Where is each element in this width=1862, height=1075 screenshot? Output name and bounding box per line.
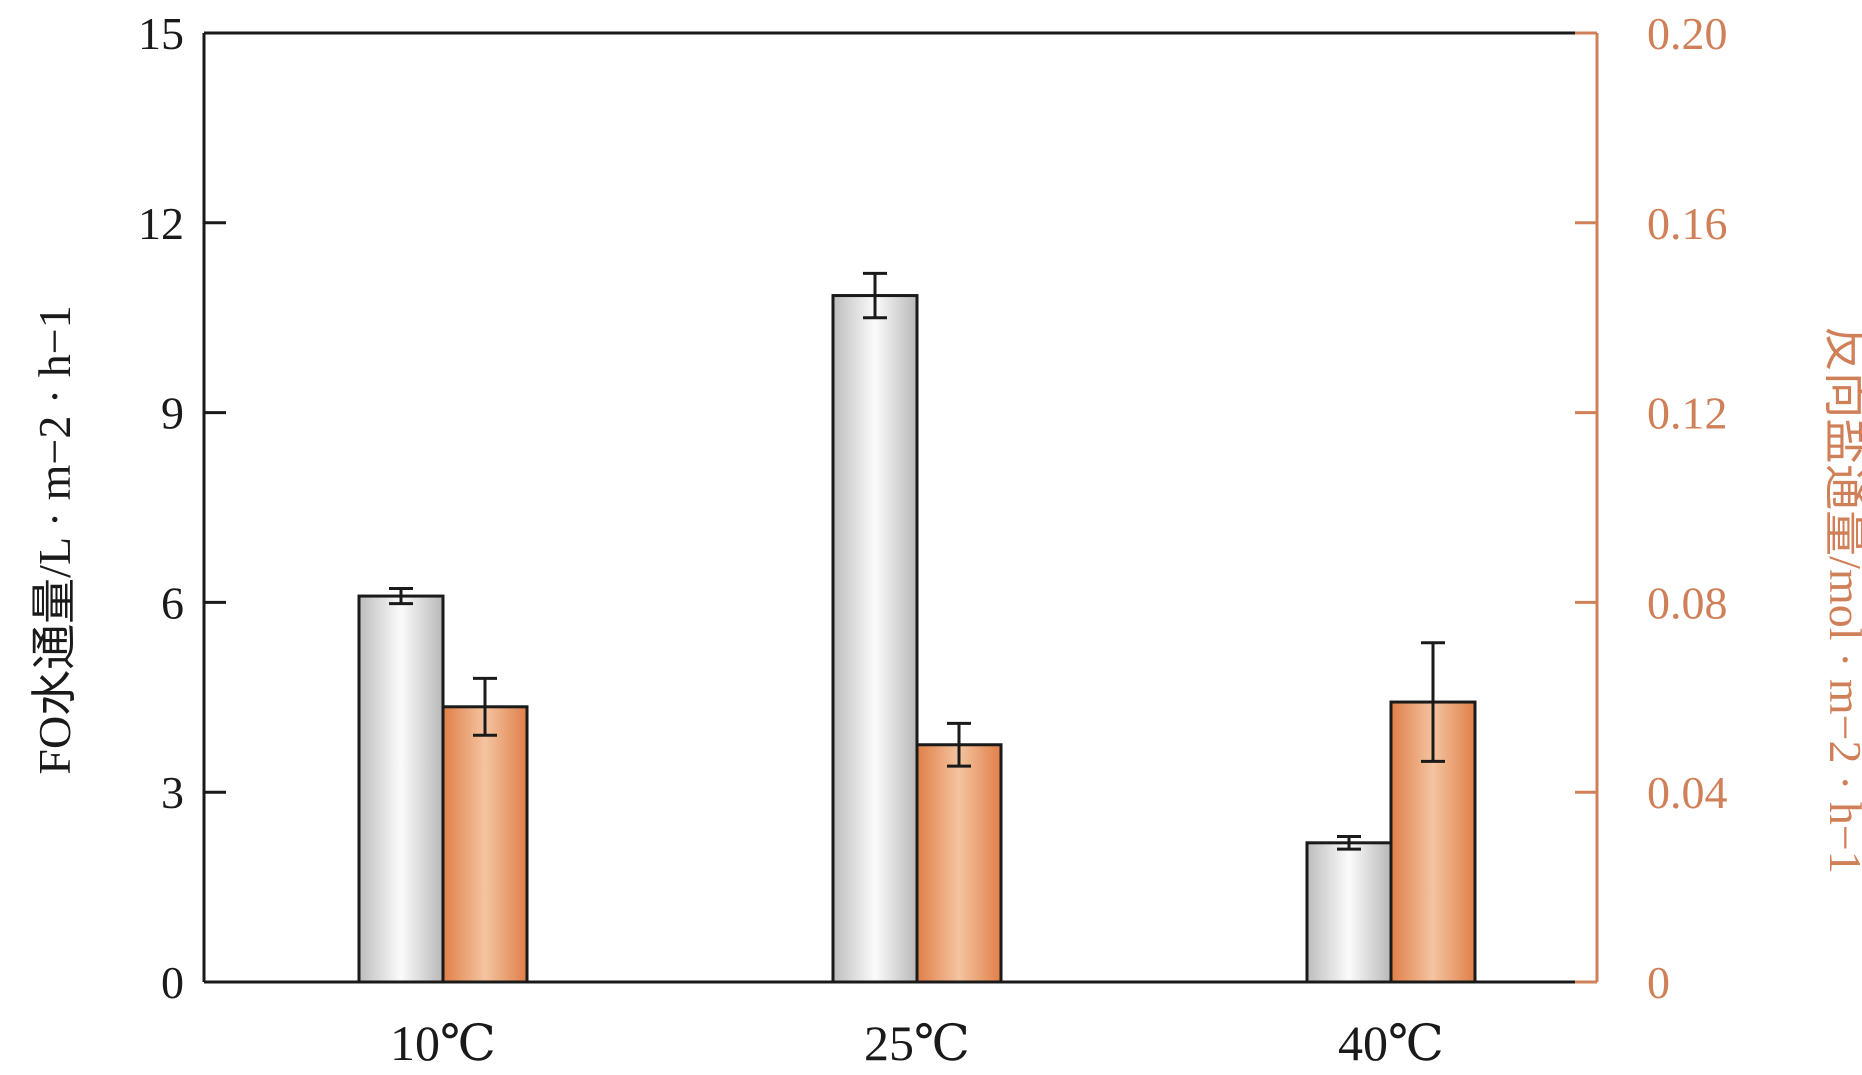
bar-salt-flux (441, 705, 529, 984)
left-tick-label: 3 (161, 767, 184, 818)
left-tick-label: 0 (161, 957, 184, 1008)
bar-water-flux (357, 594, 445, 984)
left-axis-title: FO水通量/L · m−2 · h−1 (29, 305, 80, 774)
category-label: 40℃ (1338, 1015, 1444, 1071)
right-axis-ticks: 0 0.04 0.08 0.12 0.16 0.20 (1575, 8, 1728, 1008)
right-axis-title: 反向盐通量/mol · m−2 · h−1 (1820, 326, 1862, 874)
right-tick-label: 0.04 (1647, 767, 1728, 818)
left-tick-label: 12 (138, 198, 184, 249)
category-label: 10℃ (390, 1015, 496, 1071)
right-tick-label: 0.12 (1647, 388, 1728, 439)
category-label: 25℃ (864, 1015, 970, 1071)
bar-water-flux (831, 294, 919, 984)
bars-group (357, 294, 1477, 984)
left-tick-label: 15 (138, 8, 184, 59)
left-axis-ticks: 0 3 6 9 12 15 (138, 8, 226, 1008)
bar-water-flux (1305, 841, 1393, 984)
right-tick-label: 0.20 (1647, 8, 1728, 59)
right-tick-label: 0.16 (1647, 198, 1728, 249)
left-tick-label: 9 (161, 388, 184, 439)
error-bars-group (389, 271, 1445, 851)
right-tick-label: 0.08 (1647, 577, 1728, 628)
category-labels: 10℃ 25℃ 40℃ (390, 1015, 1444, 1071)
left-tick-label: 6 (161, 577, 184, 628)
bar-salt-flux (915, 743, 1003, 984)
right-tick-label: 0 (1647, 957, 1670, 1008)
